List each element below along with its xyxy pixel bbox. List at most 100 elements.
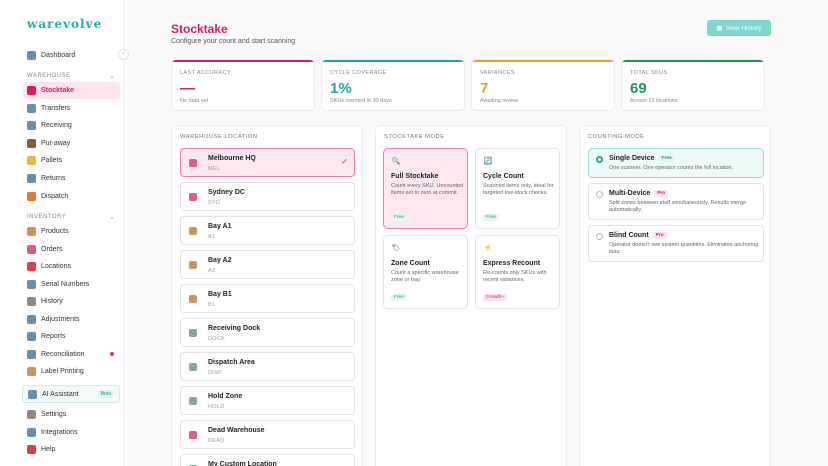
building-icon (189, 227, 197, 235)
stat-label: CYCLE COVERAGE (330, 70, 387, 76)
mode-option-full-stocktake[interactable]: 🔍 Full Stocktake Count every SKU. Uncounte… (383, 148, 468, 229)
sidebar-item-reconciliation[interactable]: Reconciliation (23, 346, 120, 363)
page-title: Stocktake (171, 22, 228, 36)
stat-card: VARIANCES 7 Awaiting review (471, 59, 615, 111)
sidebar-item-locations[interactable]: Locations (23, 258, 120, 275)
location-option-melbourne-hq[interactable]: Melbourne HQ MEL ✓ (180, 148, 355, 177)
stat-label: LAST ACCURACY (180, 70, 231, 76)
counting-option-single-device[interactable]: Single Device Free One scanner. One operat… (588, 148, 764, 178)
ai-assistant-button[interactable]: AI Assistant Beta (22, 385, 120, 403)
location-option-bay-a1[interactable]: Bay A1 A1 (180, 216, 355, 245)
location-code: DISP (208, 370, 223, 376)
sidebar-item-pallets[interactable]: Pallets (23, 152, 120, 169)
sidebar-item-dispatch[interactable]: Dispatch (23, 188, 120, 205)
plan-badge: Growth+ (483, 294, 508, 301)
location-option-sydney-dc[interactable]: Sydney DC SYD (180, 182, 355, 211)
receiving-icon (27, 121, 36, 131)
sidebar-item-stocktake[interactable]: Stocktake (23, 82, 120, 99)
plan-badge: Pro (654, 190, 669, 197)
sidebar-item-put-away[interactable]: Put-away (23, 135, 120, 152)
mode-option-express-recount[interactable]: ⚡ Express Recount Re-counts only SKUs with… (475, 235, 560, 309)
stat-value: 69 (630, 80, 647, 97)
cycle-icon: 🔄 (483, 158, 493, 165)
location-code: B1 (208, 302, 216, 308)
sidebar-item-help[interactable]: Help (23, 441, 120, 458)
plan-badge: Free (391, 294, 407, 301)
view-history-button[interactable]: ▦ View History (707, 20, 771, 36)
view-history-label: View History (725, 24, 762, 32)
counting-mode-name: Single Device (609, 155, 655, 162)
sidebar-item-integrations[interactable]: Integrations (23, 424, 120, 441)
box-icon (27, 227, 36, 236)
location-option-bay-a2[interactable]: Bay A2 A2 (180, 250, 355, 279)
sidebar-item-serial-numbers[interactable]: Serial Numbers (23, 276, 120, 293)
stat-card: LAST ACCURACY — No data yet (171, 59, 315, 111)
returns-icon (27, 174, 36, 183)
stat-value: 1% (330, 80, 352, 97)
sidebar-item-label: Reports (41, 333, 66, 340)
sidebar-item-label: Pallets (41, 157, 63, 165)
plan-badge: Free (391, 214, 407, 221)
pin-icon (27, 262, 36, 271)
sidebar-item-label: Settings (41, 411, 67, 418)
sidebar-item-label: Dashboard (41, 52, 76, 59)
sidebar-item-label: Locations (41, 263, 71, 270)
robot-icon (28, 389, 37, 399)
section-label: INVENTORY (27, 214, 67, 220)
location-code: DEAD (208, 438, 225, 444)
mode-option-zone-count[interactable]: 🏷 Zone Count Count a specific warehouse zo… (383, 235, 468, 309)
radio-button[interactable] (596, 191, 603, 198)
dashboard-icon (27, 51, 36, 60)
sidebar-item-dashboard[interactable]: Dashboard (23, 47, 120, 64)
sidebar-item-settings[interactable]: Settings (23, 406, 120, 423)
sidebar-item-label-printing[interactable]: Label Printing (23, 363, 120, 380)
counting-option-blind-count[interactable]: Blind Count Pro Operator doesn't see syste… (588, 225, 764, 262)
sidebar-item-reports[interactable]: Reports (23, 328, 120, 345)
counting-mode-panel: COUNTING MODE Single Device Free One scann… (579, 125, 771, 466)
sidebar-item-label: Integrations (41, 428, 78, 436)
radio-button[interactable] (596, 156, 603, 163)
sidebar-item-products[interactable]: Products (23, 223, 120, 240)
counting-mode-name: Blind Count (609, 232, 649, 239)
mode-option-cycle-count[interactable]: 🔄 Cycle Count Scanned items only. Ideal fo… (475, 148, 560, 229)
location-option-bay-b1[interactable]: Bay B1 B1 (180, 284, 355, 313)
putaway-icon (27, 138, 36, 148)
history-icon (27, 297, 36, 306)
mode-description: Count every SKU. Uncounted items set to … (391, 183, 464, 196)
app-logo[interactable]: warevolve (27, 17, 103, 31)
sidebar-item-orders[interactable]: Orders (23, 241, 120, 258)
location-option-dispatch-area[interactable]: Dispatch Area DISP (180, 352, 355, 381)
sidebar-item-transfers[interactable]: Transfers (23, 100, 120, 117)
sidebar-item-label: Label Printing (41, 368, 84, 375)
stat-card: CYCLE COVERAGE 1% SKUs counted in 30 days (321, 59, 465, 111)
building-icon (189, 159, 197, 167)
history-icon: ▦ (716, 25, 723, 32)
bolt-icon: ⚡ (483, 245, 493, 252)
warehouse-section-header[interactable]: WAREHOUSE ⌄ (27, 73, 115, 80)
label-icon (27, 367, 36, 376)
radio-button[interactable] (596, 233, 603, 240)
location-option-hold-zone[interactable]: Hold Zone HOLD (180, 386, 355, 415)
sidebar-item-returns[interactable]: Returns (23, 170, 120, 187)
inventory-section-header[interactable]: INVENTORY ⌄ (27, 214, 115, 221)
sidebar-item-label: Transfers (41, 104, 71, 112)
collapse-sidebar-button[interactable]: ‹ (118, 49, 129, 60)
location-code: A2 (208, 268, 216, 274)
location-option-receiving-dock[interactable]: Receiving Dock DOCK (180, 318, 355, 347)
mode-name: Zone Count (391, 260, 430, 267)
section-label: WAREHOUSE (27, 73, 71, 79)
sidebar-item-receiving[interactable]: Receiving (23, 117, 120, 134)
stat-label: TOTAL SKUS (630, 70, 668, 76)
location-option-my-custom-location[interactable]: My Custom Location (180, 454, 355, 466)
building-icon (189, 397, 197, 405)
plan-badge: Free (658, 155, 675, 162)
sidebar-item-history[interactable]: History (23, 293, 120, 310)
reconcile-icon (27, 349, 36, 359)
counting-option-multi-device[interactable]: Multi-Device Pro Split zones between staff… (588, 183, 764, 220)
panel-title: STOCKTAKE MODE (384, 134, 445, 140)
sidebar-item-adjustments[interactable]: Adjustments (23, 311, 120, 328)
stat-accent-bar (172, 60, 314, 62)
chevron-down-icon: ⌄ (109, 74, 115, 80)
location-option-dead-warehouse[interactable]: Dead Warehouse DEAD (180, 420, 355, 449)
mode-name: Cycle Count (483, 173, 524, 180)
